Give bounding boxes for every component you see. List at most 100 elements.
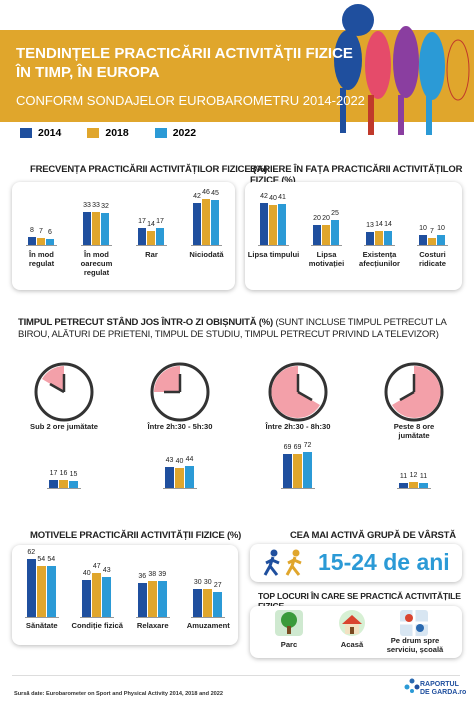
value-label: 10	[437, 225, 445, 232]
chart-title: FRECVENȚA PRACTICĂRII ACTIVITĂȚILOR FIZI…	[30, 164, 268, 175]
place-label: Acasă	[340, 640, 364, 649]
bar	[92, 573, 102, 617]
legend-label: 2014	[38, 127, 62, 139]
bar	[213, 591, 223, 617]
category-label: Existența afecțiunilor	[359, 250, 400, 268]
value-label: 42	[260, 193, 268, 200]
value-label: 40	[269, 195, 277, 202]
value-label: 14	[375, 221, 383, 228]
category-label: Între 2h:30 - 8h:30	[265, 422, 331, 431]
baseline	[311, 245, 342, 246]
category-label: Relaxare	[136, 621, 169, 630]
legend-swatch	[20, 128, 32, 138]
map-icon	[400, 610, 428, 636]
category-label: Peste 8 ore jumătate	[393, 422, 435, 440]
baseline	[136, 245, 167, 246]
value-label: 13	[366, 222, 374, 229]
chart-title: TIMPUL PETRECUT STÂND JOS ÎNTR-O ZI OBIȘ…	[18, 317, 273, 328]
bar	[28, 237, 36, 245]
category-label: Sănătate	[25, 621, 58, 630]
bar	[137, 583, 147, 617]
category-label: Lipsa timpului	[247, 250, 300, 259]
bar	[278, 204, 286, 245]
baseline	[47, 488, 81, 489]
bar	[37, 238, 45, 245]
legend-item: 2018	[87, 127, 129, 139]
bar	[147, 581, 157, 617]
legend-label: 2018	[105, 127, 129, 139]
runners-icon	[263, 549, 302, 576]
value-label: 12	[409, 472, 418, 479]
baseline	[135, 617, 170, 618]
value-label: 11	[399, 472, 408, 480]
baseline	[191, 245, 222, 246]
value-label: 17	[49, 469, 58, 477]
bar	[375, 231, 383, 245]
value-label: 33	[92, 202, 100, 209]
bar	[211, 200, 219, 245]
legend-swatch	[154, 128, 167, 138]
category-label: Niciodată	[189, 250, 224, 259]
value-label: 69	[293, 443, 302, 451]
bar	[156, 228, 164, 245]
card: Parc Acasă Pe drum spre serviciu, școală	[250, 606, 462, 658]
bar	[203, 588, 213, 617]
title-line: TENDINȚELE PRACTICĂRII ACTIVITĂȚII FIZIC…	[16, 45, 353, 62]
value-label: 42	[193, 193, 201, 200]
bar	[59, 480, 68, 488]
value-label: 20	[313, 215, 321, 222]
footer-rule	[12, 675, 460, 676]
title-line: ÎN TIMP, ÎN EUROPA	[16, 64, 160, 81]
value-label: 25	[331, 210, 339, 217]
bar	[322, 225, 330, 245]
card: 15-24 de ani	[250, 544, 462, 582]
bar	[283, 453, 292, 488]
category-label: În mod oarecum regulat	[80, 250, 113, 277]
bar	[92, 212, 100, 245]
bar	[409, 482, 418, 488]
value-label: 62	[27, 549, 36, 556]
baseline	[81, 245, 112, 246]
legend-label: 2022	[172, 127, 197, 139]
category-label: Costuri ridicate	[418, 250, 446, 268]
category-label: Rar	[145, 250, 158, 259]
logo-mark	[404, 678, 420, 693]
bar	[147, 231, 155, 245]
place-label: Pe drum spre serviciu, școală	[386, 636, 444, 654]
value-label: 11	[419, 472, 428, 480]
value-label: 43	[102, 566, 111, 574]
value-label: 46	[202, 189, 210, 196]
chart: 17 16 15 Sub 2 ore jumătate 43 40 44 Între 2h:3…	[5, 420, 474, 495]
baseline	[364, 245, 395, 246]
park-icon	[275, 610, 303, 636]
value-label: 6	[48, 229, 52, 236]
value-label: 33	[83, 202, 91, 209]
bar	[102, 576, 112, 617]
value-label: 38	[148, 571, 157, 579]
logo-text: RAPORTUL	[420, 681, 459, 688]
bar	[46, 239, 54, 245]
baseline	[397, 488, 431, 489]
bar	[69, 480, 78, 488]
bar	[138, 228, 146, 245]
bar	[384, 231, 392, 245]
bar	[313, 225, 321, 245]
chart-title: MOTIVELE PRACTICĂRII ACTIVITĂȚII FIZICE …	[30, 530, 242, 541]
category-label: Între 2h:30 - 5h:30	[147, 422, 213, 431]
chart-title: BARIERE ÎN FAȚA PRACTICĂRII ACTIVITĂȚILO…	[250, 164, 463, 186]
bar	[428, 238, 436, 245]
baseline	[417, 245, 448, 246]
bar	[49, 479, 58, 488]
bar	[101, 213, 109, 245]
value-label: 43	[165, 456, 174, 464]
bar	[26, 559, 36, 617]
bar	[437, 235, 445, 245]
bar	[46, 566, 56, 617]
bar	[185, 466, 194, 488]
value-label: 54	[47, 556, 56, 564]
value-label: 7	[430, 228, 434, 235]
value-label: 10	[419, 225, 427, 232]
value-label: 14	[384, 221, 392, 228]
value-label: 54	[37, 556, 46, 564]
source: Sursă date: Eurobarometer on Sport and P…	[14, 691, 224, 697]
